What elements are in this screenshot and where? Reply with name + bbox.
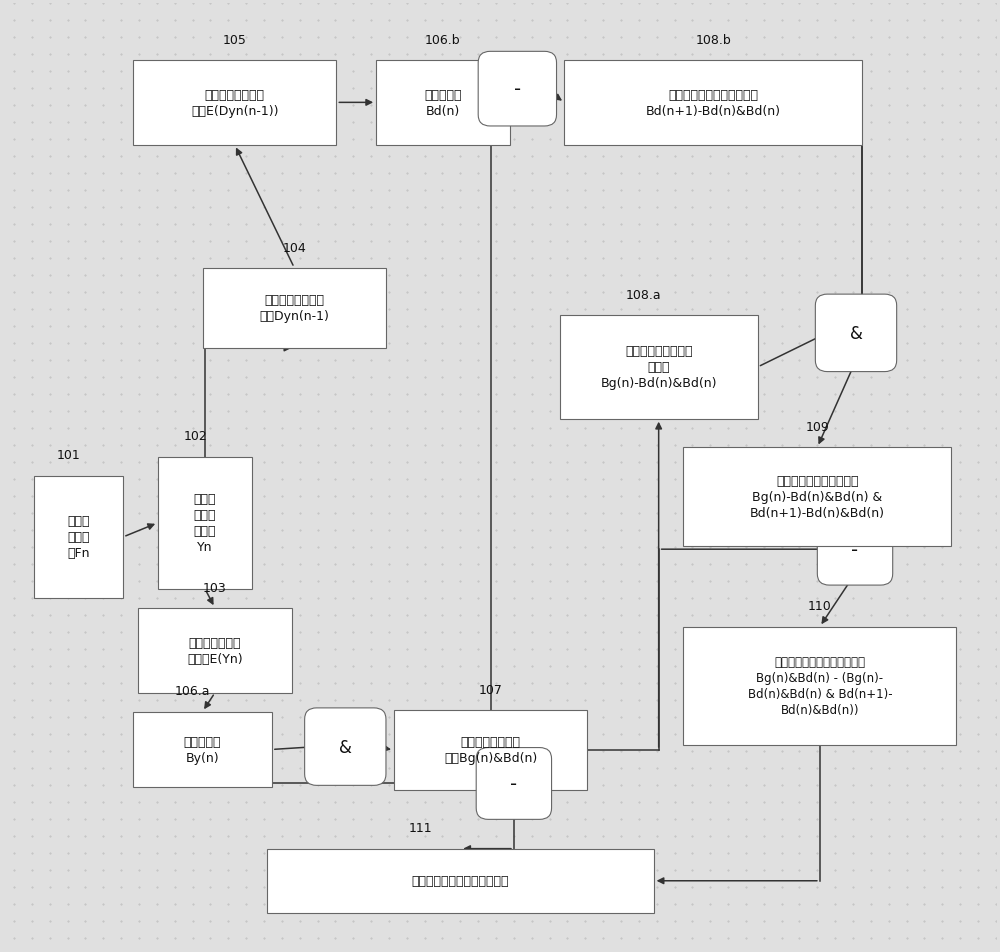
Text: 获得两帧之间灰度
值差Dyn(n-1): 获得两帧之间灰度 值差Dyn(n-1) <box>259 294 329 323</box>
Text: 二值化处理
By(n): 二值化处理 By(n) <box>184 735 221 764</box>
FancyBboxPatch shape <box>267 849 654 913</box>
FancyBboxPatch shape <box>815 295 897 372</box>
FancyBboxPatch shape <box>683 627 956 745</box>
Text: 获得准确的运动车辆边缘特征
Bg(n)&Bd(n) - (Bg(n)-
Bd(n)&Bd(n) & Bd(n+1)-
Bd(n)&Bd(n)): 获得准确的运动车辆边缘特征 Bg(n)&Bd(n) - (Bg(n)- Bd(n… <box>748 656 892 717</box>
FancyBboxPatch shape <box>138 608 292 693</box>
FancyBboxPatch shape <box>158 457 252 589</box>
FancyBboxPatch shape <box>817 514 893 585</box>
Text: 当前帧
序列图
片Fn: 当前帧 序列图 片Fn <box>67 515 90 560</box>
Text: 110: 110 <box>808 600 832 613</box>
Text: &: & <box>339 738 352 756</box>
Text: 二值化处理
Bd(n): 二值化处理 Bd(n) <box>424 89 462 118</box>
FancyBboxPatch shape <box>203 268 386 348</box>
FancyBboxPatch shape <box>476 747 552 820</box>
Text: 111: 111 <box>409 822 432 835</box>
FancyBboxPatch shape <box>394 710 587 790</box>
Text: 获得当
前帧的
灰度值
Yn: 获得当 前帧的 灰度值 Yn <box>194 493 216 554</box>
FancyBboxPatch shape <box>478 52 557 127</box>
Text: 105: 105 <box>223 33 247 47</box>
Text: 108.a: 108.a <box>626 288 662 302</box>
Text: 101: 101 <box>57 448 81 462</box>
FancyBboxPatch shape <box>564 61 862 146</box>
Text: 获得当前帧阴影的边缘特征
Bd(n+1)-Bd(n)&Bd(n): 获得当前帧阴影的边缘特征 Bd(n+1)-Bd(n)&Bd(n) <box>646 89 781 118</box>
Text: 103: 103 <box>203 581 227 594</box>
FancyBboxPatch shape <box>34 476 123 599</box>
FancyBboxPatch shape <box>560 315 758 420</box>
Text: -: - <box>514 80 521 99</box>
Text: -: - <box>851 540 859 559</box>
Text: 获得当前帧的边
缘特征E(Yn): 获得当前帧的边 缘特征E(Yn) <box>187 636 243 665</box>
Text: &: & <box>850 325 862 343</box>
Text: 104: 104 <box>282 241 306 254</box>
FancyBboxPatch shape <box>683 447 951 546</box>
Text: 106.a: 106.a <box>175 684 210 698</box>
FancyBboxPatch shape <box>133 712 272 787</box>
FancyBboxPatch shape <box>133 61 336 146</box>
Text: 获得度值差的边缘
特征E(Dyn(n-1)): 获得度值差的边缘 特征E(Dyn(n-1)) <box>191 89 278 118</box>
Text: 获得运动车辆的准确位置信息: 获得运动车辆的准确位置信息 <box>412 874 509 887</box>
Text: 获得当前帧阴影的边
缘特征
Bg(n)-Bd(n)&Bd(n): 获得当前帧阴影的边 缘特征 Bg(n)-Bd(n)&Bd(n) <box>600 345 717 390</box>
Text: -: - <box>510 774 517 793</box>
Text: 获得运动车辆边缘
特征Bg(n)&Bd(n): 获得运动车辆边缘 特征Bg(n)&Bd(n) <box>444 736 537 764</box>
Text: 106.b: 106.b <box>425 33 461 47</box>
Text: 107: 107 <box>479 683 503 696</box>
Text: 获得准确的阴影边缘特征
Bg(n)-Bd(n)&Bd(n) &
Bd(n+1)-Bd(n)&Bd(n): 获得准确的阴影边缘特征 Bg(n)-Bd(n)&Bd(n) & Bd(n+1)-… <box>750 475 885 520</box>
FancyBboxPatch shape <box>305 708 386 785</box>
Text: 109: 109 <box>805 421 829 433</box>
Text: 102: 102 <box>183 430 207 443</box>
FancyBboxPatch shape <box>376 61 510 146</box>
Text: 108.b: 108.b <box>695 33 731 47</box>
